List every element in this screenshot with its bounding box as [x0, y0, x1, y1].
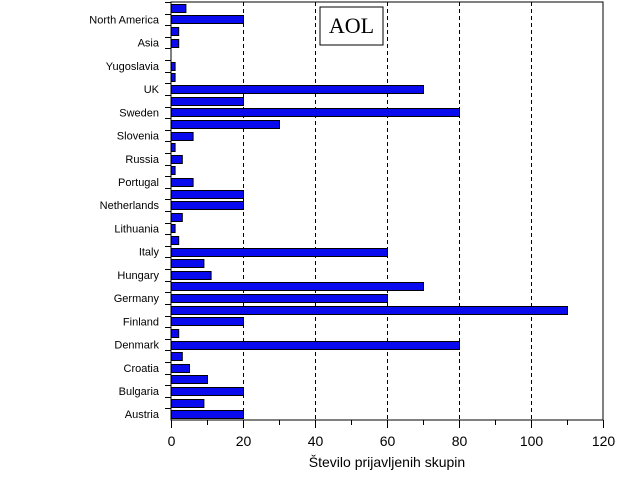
y-tick-label: Portugal — [118, 177, 159, 189]
y-tick-label: Croatia — [124, 363, 160, 375]
x-tick-label: 20 — [236, 433, 252, 449]
bar — [171, 120, 280, 129]
y-tick-label: Austria — [125, 409, 160, 421]
bar — [171, 399, 205, 408]
bar — [171, 73, 176, 82]
bar — [171, 248, 388, 257]
bar — [171, 341, 460, 350]
x-tick-label: 60 — [380, 433, 396, 449]
bar — [171, 410, 244, 419]
bar — [171, 271, 212, 280]
bar — [171, 155, 183, 164]
bar — [171, 294, 388, 303]
y-tick-label: Asia — [138, 38, 160, 50]
bar — [171, 15, 244, 24]
bar — [171, 85, 424, 94]
bar — [171, 317, 244, 326]
x-axis: 0 20 40 60 80 100 120 — [168, 420, 616, 449]
bar — [171, 97, 244, 106]
y-tick-label: Finland — [123, 316, 159, 328]
y-tick-label: Germany — [114, 293, 160, 305]
x-axis-label: Število prijavljenih skupin — [309, 454, 465, 470]
x-tick-label: 80 — [452, 433, 468, 449]
bar — [171, 352, 183, 361]
bar — [171, 39, 180, 48]
bar — [171, 27, 180, 36]
bar — [171, 224, 176, 233]
y-axis: Austria Bulgaria Croatia Denmark Finland Germ… — [89, 2, 171, 421]
bar — [171, 387, 244, 396]
bars — [171, 4, 568, 419]
bar — [171, 4, 187, 13]
y-tick-label: North America — [89, 14, 160, 26]
bar — [171, 166, 176, 175]
bar — [171, 306, 568, 315]
y-tick-label: Sweden — [119, 107, 159, 119]
bar — [171, 236, 180, 245]
bar — [171, 375, 208, 384]
plot-frame — [170, 1, 604, 421]
bar — [171, 201, 244, 210]
x-tick-label: 0 — [168, 433, 176, 449]
gridlines — [243, 2, 532, 420]
bar — [171, 259, 205, 268]
bar — [171, 132, 194, 141]
bar — [171, 282, 424, 291]
y-tick-label: Hungary — [117, 270, 159, 282]
bar — [171, 329, 180, 338]
bar — [171, 143, 176, 152]
x-tick-label: 40 — [308, 433, 324, 449]
bar — [171, 364, 190, 373]
x-tick-label: 100 — [520, 433, 544, 449]
bar — [171, 190, 244, 199]
bar — [171, 178, 194, 187]
chart-title: AOL — [329, 13, 374, 38]
y-tick-label: Bulgaria — [119, 386, 160, 398]
y-tick-label: Denmark — [114, 340, 159, 352]
y-tick-label: Netherlands — [100, 200, 160, 212]
y-tick-label: Italy — [139, 247, 160, 259]
x-tick-label: 120 — [592, 433, 616, 449]
y-tick-label: UK — [144, 84, 160, 96]
y-tick-label: Lithuania — [114, 223, 160, 235]
y-tick-label: Russia — [125, 154, 160, 166]
title-box: AOL — [319, 6, 384, 46]
bar — [171, 213, 183, 222]
bar — [171, 62, 176, 71]
y-tick-label: Slovenia — [117, 131, 160, 143]
bar — [171, 108, 460, 117]
y-tick-label: Yugoslavia — [106, 61, 160, 73]
